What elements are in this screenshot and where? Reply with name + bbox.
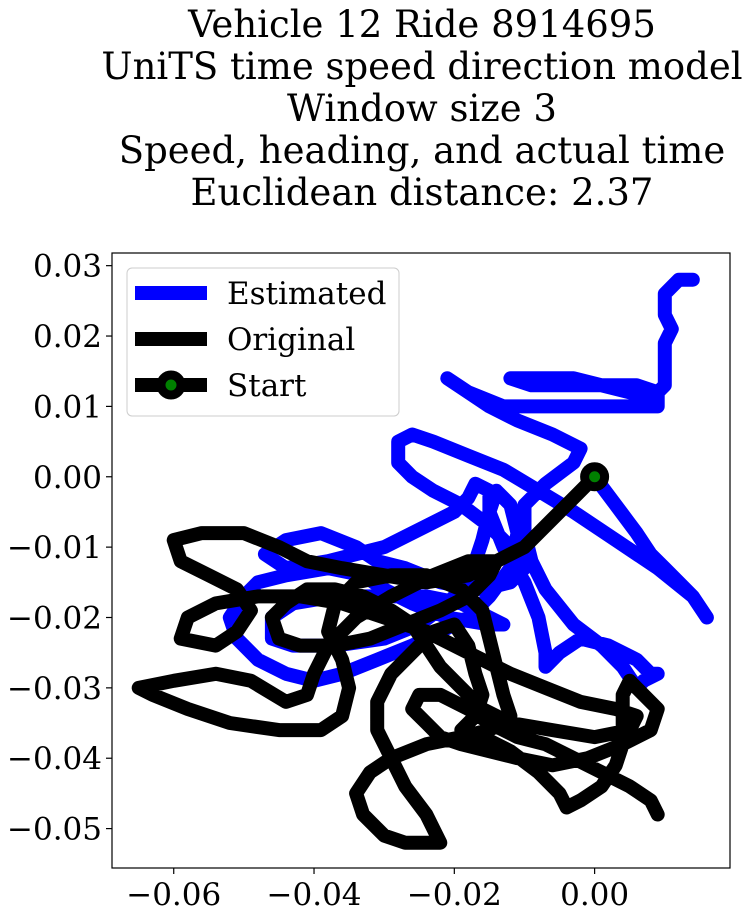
x-tick-label: −0.04 <box>267 877 362 913</box>
title-line-3: Window size 3 <box>287 87 557 130</box>
y-tick-label: −0.05 <box>7 812 102 848</box>
x-tick-label: −0.02 <box>407 877 502 913</box>
legend-swatch-start-marker <box>156 370 186 400</box>
legend-label-start: Start <box>227 368 307 404</box>
x-tick-label: −0.06 <box>126 877 221 913</box>
x-tick-label: 0.00 <box>560 877 629 913</box>
y-tick-label: −0.03 <box>7 671 102 707</box>
plot-frame <box>111 252 731 869</box>
series-line-original <box>131 469 665 850</box>
legend-label-original: Original <box>227 322 355 358</box>
y-tick-label: 0.01 <box>33 389 102 425</box>
y-axis: 0.03 0.02 0.01 0.00 −0.01 −0.02 −0.03 −0.04 −0.0… <box>7 249 112 848</box>
y-tick-label: 0.02 <box>33 319 102 355</box>
y-tick-label: −0.01 <box>7 530 102 566</box>
title-line-5: Euclidean distance: 2.37 <box>191 171 654 214</box>
title-line-4: Speed, heading, and actual time <box>119 129 726 172</box>
y-tick-label: −0.02 <box>7 600 102 636</box>
x-axis: −0.06 −0.04 −0.02 0.00 <box>126 868 629 913</box>
start-marker <box>580 462 610 492</box>
start-layer <box>580 462 610 492</box>
y-tick-label: 0.00 <box>33 460 102 496</box>
y-tick-label: −0.04 <box>7 741 102 777</box>
title-line-1: Vehicle 12 Ride 8914695 <box>187 3 656 46</box>
legend: Estimated Original Start <box>126 267 400 417</box>
y-tick-label: 0.03 <box>33 249 102 285</box>
series-layer <box>131 272 714 850</box>
title-line-2: UniTS time speed direction model <box>101 45 742 88</box>
legend-label-estimated: Estimated <box>227 276 386 312</box>
chart-title: Vehicle 12 Ride 8914695 UniTS time speed… <box>101 3 742 214</box>
